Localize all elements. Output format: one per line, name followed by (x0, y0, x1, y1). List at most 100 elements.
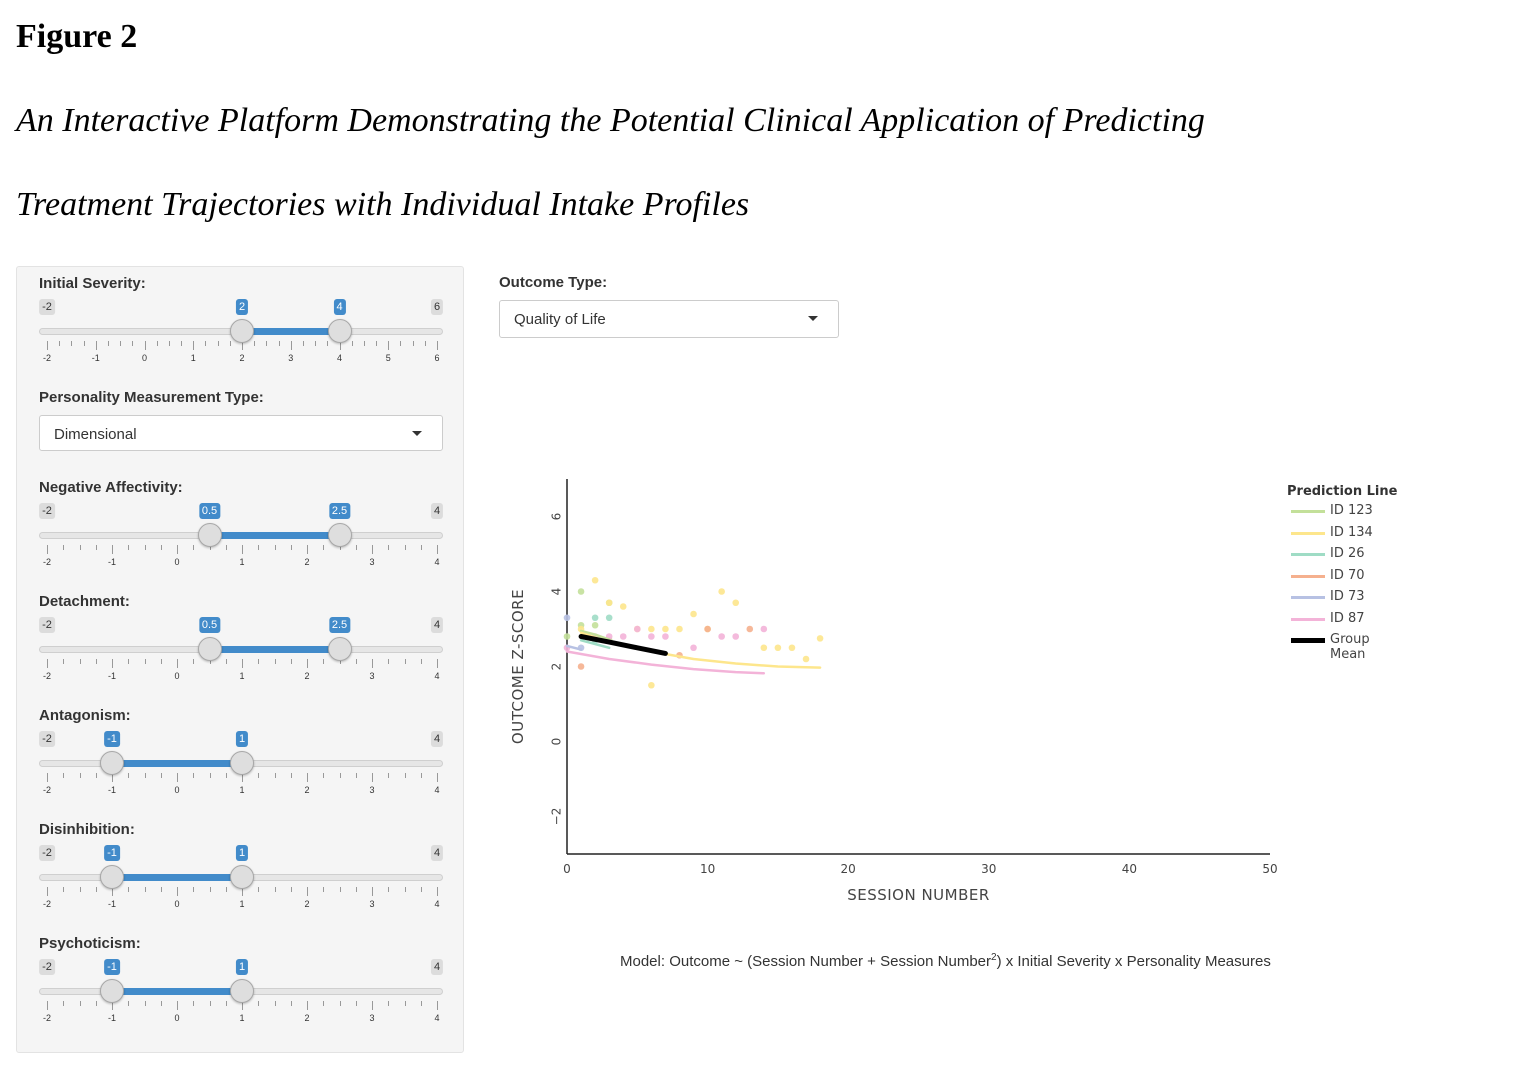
slider-min-label: -2 (39, 503, 55, 519)
slider-tick (193, 341, 195, 350)
slider-tick (242, 1001, 243, 1010)
legend-swatch (1291, 531, 1325, 535)
slider-tick (168, 341, 170, 346)
prediction-line (579, 629, 611, 641)
slider-tick (128, 659, 130, 664)
detachment-slider[interactable]: -2 4 0.5 2.5 -2 -1 0 1 2 3 4 (39, 617, 444, 709)
slider-tick-label: 4 (434, 671, 440, 681)
plot-legend: Prediction Line ID 123 ID 134 ID 26 ID 70 ID… (1287, 484, 1397, 662)
slider-tick (47, 773, 48, 782)
slider-max-label: 4 (430, 617, 444, 633)
disinhibition-slider[interactable]: -2 4 -1 1 -2 -1 0 1 2 3 4 (39, 845, 444, 937)
slider-low-handle[interactable] (100, 979, 124, 1003)
slider-tick (307, 1001, 308, 1010)
outcome-type-label: Outcome Type: (499, 274, 608, 291)
slider-tick (209, 659, 211, 664)
slider-tick (437, 773, 438, 782)
slider-low-handle[interactable] (197, 637, 222, 661)
data-point (662, 633, 669, 640)
slider-tick (95, 659, 97, 664)
data-point (788, 644, 796, 652)
data-point (605, 614, 613, 622)
slider-high-value: 1 (235, 731, 249, 747)
slider-tick (290, 773, 292, 778)
legend-swatch (1291, 574, 1325, 578)
slider-tick (372, 773, 373, 782)
slider-tick-label: 3 (369, 671, 375, 681)
slider-tick (79, 659, 81, 664)
outcome-type-select[interactable]: Quality of Life (499, 300, 839, 338)
slider-low-handle[interactable] (100, 865, 124, 889)
slider-high-handle[interactable] (230, 979, 254, 1003)
slider-tick (339, 773, 341, 778)
initial-severity-slider[interactable]: -2 6 2 4 -2 -1 0 1 2 3 4 5 6 (39, 299, 444, 391)
slider-tick (339, 545, 341, 550)
personality-type-select[interactable]: Dimensional (39, 415, 443, 451)
slider-tick (339, 887, 341, 892)
slider-tick-label: -1 (107, 899, 117, 909)
slider-tick (177, 773, 178, 782)
slider-tick (193, 887, 195, 892)
legend-item: ID 123 (1287, 503, 1397, 525)
slider-tick (307, 887, 308, 896)
slider-selected-range (112, 988, 242, 995)
slider-tick (112, 545, 113, 554)
slider-high-handle[interactable] (230, 751, 254, 775)
slider-tick-label: 6 (434, 353, 440, 363)
slider-tick (47, 887, 48, 896)
slider-tick (95, 545, 97, 550)
slider-tick (63, 659, 65, 664)
slider-tick-label: -1 (107, 785, 117, 795)
slider-low-handle[interactable] (230, 319, 254, 343)
slider-low-handle[interactable] (100, 751, 124, 775)
slider-tick-label: 0 (141, 353, 148, 363)
data-point (816, 635, 824, 642)
legend-item: ID 26 (1287, 546, 1397, 568)
slider-selected-range (242, 328, 340, 335)
slider-selected-range (112, 760, 242, 767)
negative-affectivity-slider[interactable]: -2 4 0.5 2.5 -2 -1 0 1 2 3 4 (39, 503, 444, 595)
slider-tick (388, 341, 390, 350)
slider-low-value: -1 (104, 731, 120, 747)
slider-tick (372, 659, 373, 668)
data-point (591, 614, 599, 622)
slider-high-handle[interactable] (327, 637, 352, 661)
slider-tick (420, 545, 422, 550)
slider-tick (112, 659, 113, 668)
slider-tick (437, 659, 438, 668)
x-tick-label: 10 (700, 862, 715, 876)
slider-tick (63, 773, 65, 778)
slider-tick (229, 341, 231, 346)
slider-high-handle[interactable] (327, 523, 352, 547)
personality-type-label: Personality Measurement Type: (39, 389, 264, 406)
slider-low-handle[interactable] (197, 523, 222, 547)
data-point (662, 625, 669, 633)
slider-tick (47, 1001, 48, 1010)
slider-tick-label: 2 (304, 671, 310, 681)
slider-tick (225, 773, 227, 778)
slider-tick (160, 887, 162, 892)
legend-item: Group Mean (1287, 632, 1397, 662)
psychoticism-slider[interactable]: -2 4 -1 1 -2 -1 0 1 2 3 4 (39, 959, 444, 1051)
y-axis-title: OUTCOME Z-SCORE (509, 589, 527, 744)
slider-tick (177, 887, 178, 896)
data-point (774, 644, 782, 652)
slider-tick (290, 887, 292, 892)
data-point (690, 610, 697, 618)
slider-tick (400, 341, 402, 346)
slider-high-handle[interactable] (327, 319, 352, 343)
slider-tick (323, 545, 325, 550)
model-caption-superscript: 2 (991, 952, 997, 963)
slider-tick (266, 341, 268, 346)
x-tick-label: 40 (1122, 862, 1137, 876)
slider-tick-label: 1 (239, 899, 245, 909)
slider-tick (404, 773, 406, 778)
antagonism-slider[interactable]: -2 4 -1 1 -2 -1 0 1 2 3 4 (39, 731, 444, 823)
slider-tick-label: 2 (304, 899, 310, 909)
detachment-label: Detachment: (39, 593, 130, 610)
slider-tick (355, 1001, 357, 1006)
slider-tick (242, 773, 243, 782)
slider-high-handle[interactable] (230, 865, 254, 889)
data-point (577, 663, 585, 670)
